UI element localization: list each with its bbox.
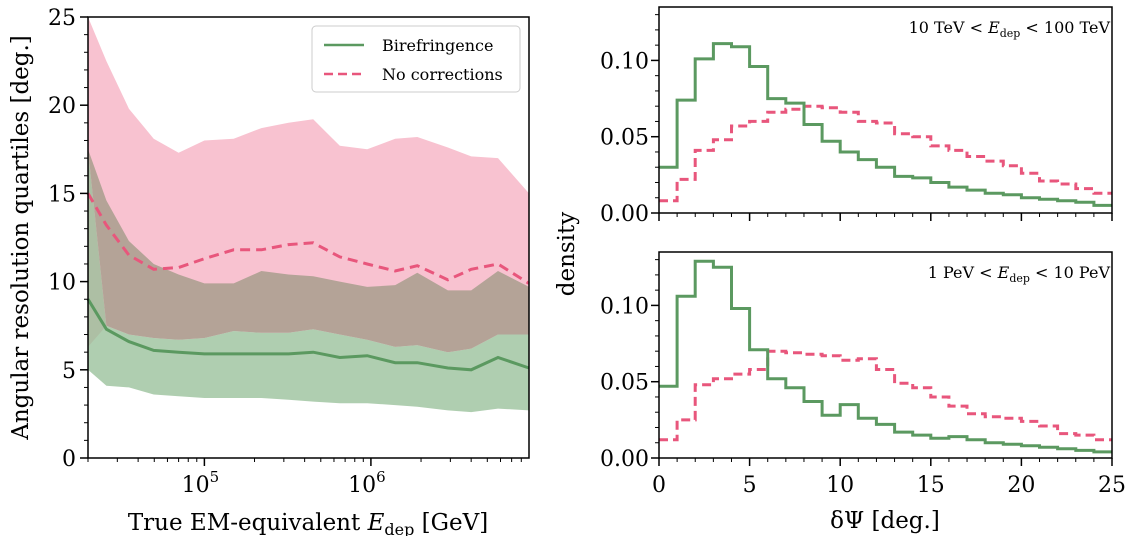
left-y-tick-label-15: 15 [48,182,76,207]
left-y-tick-label-20: 20 [48,94,76,119]
median-line-no-corrections [86,192,530,285]
hist-birefringence [659,42,1112,207]
y-tick-label: 0.10 [600,49,649,74]
x-tick-label: 25 [1098,473,1126,498]
tick-base: 10 [182,473,210,498]
y-tick-label: 0.05 [600,126,649,151]
x-tick-label: 5 [743,473,757,498]
top-right-energy-lo: 10 TeV < [909,18,988,37]
hist-no-corrections [659,104,1112,203]
bottom-histograms [659,259,1112,454]
bottom-right-energy-hi: < 10 PeV [1030,263,1111,282]
median-lines [86,192,530,372]
left-x-tick-label-5: 105 [182,468,220,498]
x-tick-label: 10 [826,473,854,498]
bottom-right-energy-sub: dep [1009,272,1030,285]
band-overlap [88,149,529,353]
band-birefringence [88,149,529,413]
top-right-energy-var: E [987,18,1000,37]
left-x-axis-label-sub: dep [384,520,414,536]
tick-exponent: 5 [210,468,220,486]
x-tick-label: 0 [652,473,666,498]
left-y-axis-label: Angular resolution quartiles [deg.] [8,35,34,441]
bottom-right-energy-var: E [997,263,1010,282]
top-right-energy-sub: dep [1000,27,1021,40]
right-y-axis-label: density [554,212,580,297]
y-tick-label: 0.00 [600,447,649,472]
top-right-energy-hi: < 100 TeV [1020,18,1110,37]
bottom-right-energy-range: 1 PeV < Edep < 10 PeV [928,263,1111,285]
median-line-birefringence [86,298,530,372]
legend-box [311,25,521,93]
quartile-bands [88,17,529,413]
band-no-corrections [88,17,529,353]
tick-exponent: 6 [376,468,386,486]
legend-label-no-corrections: No corrections [382,65,503,84]
x-tick-label: 15 [917,473,945,498]
legend: Birefringence No corrections [311,25,521,93]
y-tick-label: 0.00 [600,202,649,227]
left-y-tick-label-10: 10 [48,271,76,296]
bottom-right-panel: 0.00 0.05 0.10 0 5 10 15 20 25 1 PeV < Edep < 10… [600,251,1126,534]
bottom-right-ticks: 0.00 0.05 0.10 0 5 10 15 20 25 [600,259,1126,498]
left-y-tick-label-0: 0 [62,447,76,472]
left-x-axis-label-text: True EM-equivalent [128,510,368,536]
top-histograms [659,42,1112,207]
left-y-tick-label-25: 25 [48,6,76,31]
legend-label-birefringence: Birefringence [382,36,493,55]
hist-no-corrections [659,349,1112,442]
left-plot-frame [87,16,530,459]
left-x-axis-label-unit: [GeV] [414,510,488,536]
y-tick-label: 0.05 [600,371,649,396]
left-y-tick-label-5: 5 [62,359,76,384]
hist-birefringence [659,259,1112,454]
top-right-panel: 0.00 0.05 0.10 10 TeV < Edep < 100 TeV [600,6,1113,227]
y-tick-label: 0.10 [600,294,649,319]
top-right-plot-frame [658,6,1113,214]
bottom-right-x-axis-label: δΨ [deg.] [830,508,940,534]
tick-base: 10 [348,473,376,498]
top-right-ticks: 0.00 0.05 0.10 [600,14,1113,227]
top-right-energy-range: 10 TeV < Edep < 100 TeV [909,18,1111,40]
left-x-axis-label-var: E [367,510,385,536]
bottom-right-energy-lo: 1 PeV < [928,263,998,282]
bottom-right-plot-frame [658,251,1113,459]
x-tick-label: 20 [1007,473,1035,498]
left-x-axis-label: True EM-equivalent Edep [GeV] [128,510,488,536]
left-x-tick-label-6: 106 [348,468,386,498]
